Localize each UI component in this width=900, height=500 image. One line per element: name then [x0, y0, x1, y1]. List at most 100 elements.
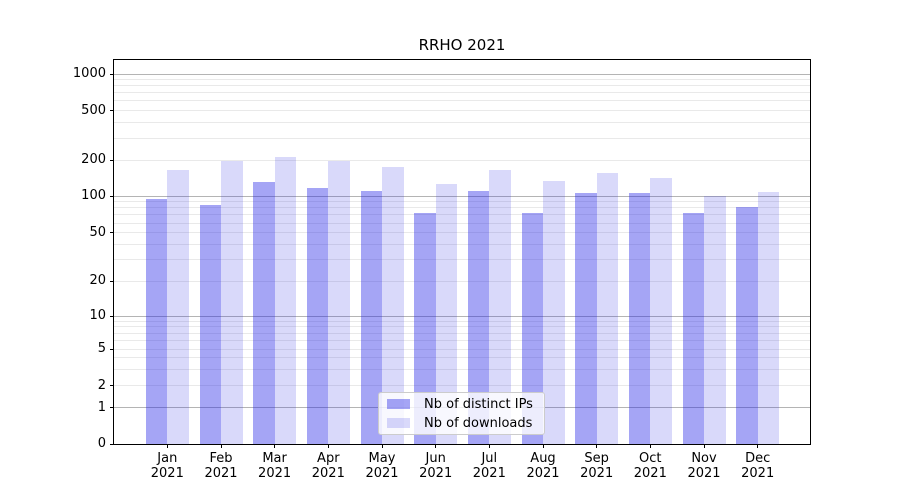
y-tick-mark-20: [110, 280, 114, 282]
x-tick-mark-oct: [649, 444, 651, 448]
x-tick-label-sep: Sep 2021: [580, 451, 614, 481]
gridline-minor-4: [114, 357, 810, 359]
legend-swatch-downloads: [387, 418, 410, 428]
gridline-minor-500: [114, 110, 810, 111]
gridline-minor-5: [114, 348, 810, 350]
x-tick-label-dec: Dec 2021: [741, 451, 775, 481]
x-tick-label-may: May 2021: [365, 451, 399, 481]
x-tick-mark-feb: [220, 444, 222, 448]
bar-downloads-jul: [489, 170, 511, 444]
y-tick-label-10: 10: [89, 308, 106, 323]
gridline-minor-9: [114, 320, 810, 322]
bar-distinct-ips-oct: [628, 193, 651, 444]
x-tick-mark-sep: [596, 444, 598, 448]
x-tick-mark-nov: [703, 444, 705, 448]
legend: Nb of distinct IPs Nb of downloads: [378, 392, 545, 435]
bar-downloads-oct: [650, 177, 672, 444]
x-tick-label-jun: Jun 2021: [419, 451, 453, 481]
bar-distinct-ips-dec: [736, 206, 758, 444]
gridline-major-10: [114, 315, 810, 317]
y-tick-label-1: 1: [97, 399, 106, 415]
x-tick-mark-jun: [435, 444, 437, 448]
gridline-minor-900: [114, 79, 810, 80]
bar-distinct-ips-aug: [521, 212, 543, 444]
x-tick-mark-aug: [542, 444, 544, 448]
gridline-minor-90: [114, 201, 810, 203]
gridline-minor-60: [114, 222, 810, 224]
bar-downloads-sep: [596, 173, 619, 444]
bar-distinct-ips-jun: [414, 212, 436, 444]
legend-item-distinct-ips: Nb of distinct IPs: [387, 397, 544, 412]
y-tick-mark-200: [110, 159, 114, 161]
gridline-major-100: [114, 195, 810, 197]
y-tick-label-200: 200: [81, 152, 106, 167]
x-tick-label-nov: Nov 2021: [687, 451, 721, 481]
bar-downloads-nov: [704, 195, 726, 444]
legend-item-downloads: Nb of downloads: [387, 416, 544, 431]
gridline-minor-400: [114, 122, 810, 124]
bar-downloads-mar: [274, 157, 297, 444]
y-tick-mark-0: [110, 443, 114, 445]
bar-distinct-ips-may: [360, 191, 382, 444]
y-tick-label-500: 500: [81, 102, 106, 118]
bar-downloads-dec: [757, 191, 780, 444]
x-tick-label-oct: Oct 2021: [633, 451, 667, 481]
gridline-minor-8: [114, 326, 810, 328]
y-tick-mark-1000: [110, 73, 114, 75]
legend-label-distinct-ips: Nb of distinct IPs: [424, 396, 533, 412]
bar-distinct-ips-jan: [145, 198, 168, 444]
bar-downloads-feb: [221, 161, 243, 444]
y-tick-label-50: 50: [89, 224, 106, 240]
x-tick-label-aug: Aug 2021: [526, 451, 560, 481]
y-tick-label-0: 0: [97, 436, 106, 451]
y-tick-mark-500: [110, 110, 114, 111]
y-tick-mark-10: [110, 315, 114, 317]
bar-distinct-ips-feb: [199, 205, 221, 444]
chart-title: RRHO 2021: [418, 36, 506, 54]
x-tick-label-apr: Apr 2021: [311, 451, 345, 481]
bar-distinct-ips-jul: [467, 191, 490, 444]
y-tick-label-100: 100: [81, 188, 106, 203]
x-tick-mark-jan: [166, 444, 168, 448]
bar-downloads-apr: [328, 161, 350, 444]
legend-label-downloads: Nb of downloads: [424, 415, 533, 431]
gridline-major-1000: [114, 73, 810, 75]
legend-swatch-distinct-ips: [387, 399, 410, 409]
gridline-minor-800: [114, 85, 810, 87]
gridline-minor-7: [114, 332, 810, 334]
y-tick-label-5: 5: [97, 341, 106, 356]
gridline-minor-30: [114, 259, 810, 261]
gridline-minor-600: [114, 100, 810, 102]
gridline-minor-70: [114, 214, 810, 216]
x-tick-mark-jul: [488, 444, 490, 448]
bar-downloads-aug: [543, 180, 565, 444]
gridline-minor-700: [114, 92, 810, 94]
x-tick-label-mar: Mar 2021: [258, 451, 292, 481]
y-tick-label-2: 2: [97, 377, 106, 393]
y-tick-mark-50: [110, 232, 114, 234]
y-tick-mark-2: [110, 385, 114, 387]
x-tick-mark-apr: [327, 444, 329, 448]
x-tick-label-feb: Feb 2021: [204, 451, 238, 481]
gridline-minor-300: [114, 137, 810, 139]
y-tick-mark-1: [110, 407, 114, 409]
bar-downloads-may: [382, 166, 404, 444]
gridline-minor-20: [114, 280, 810, 282]
bar-distinct-ips-apr: [306, 187, 329, 444]
bar-distinct-ips-mar: [253, 182, 275, 444]
bar-downloads-jan: [167, 170, 189, 444]
x-tick-label-jul: Jul 2021: [472, 451, 506, 481]
gridline-minor-200: [114, 159, 810, 161]
bar-distinct-ips-nov: [682, 213, 704, 444]
gridline-minor-80: [114, 207, 810, 209]
y-tick-label-1000: 1000: [72, 66, 106, 81]
y-tick-mark-5: [110, 348, 114, 350]
plot-area: [113, 59, 811, 445]
y-tick-mark-100: [110, 195, 114, 197]
gridline-minor-50: [114, 232, 810, 234]
x-tick-mark-dec: [757, 444, 759, 448]
bar-downloads-jun: [435, 183, 458, 444]
bar-distinct-ips-sep: [575, 192, 597, 444]
y-tick-label-20: 20: [89, 273, 106, 288]
